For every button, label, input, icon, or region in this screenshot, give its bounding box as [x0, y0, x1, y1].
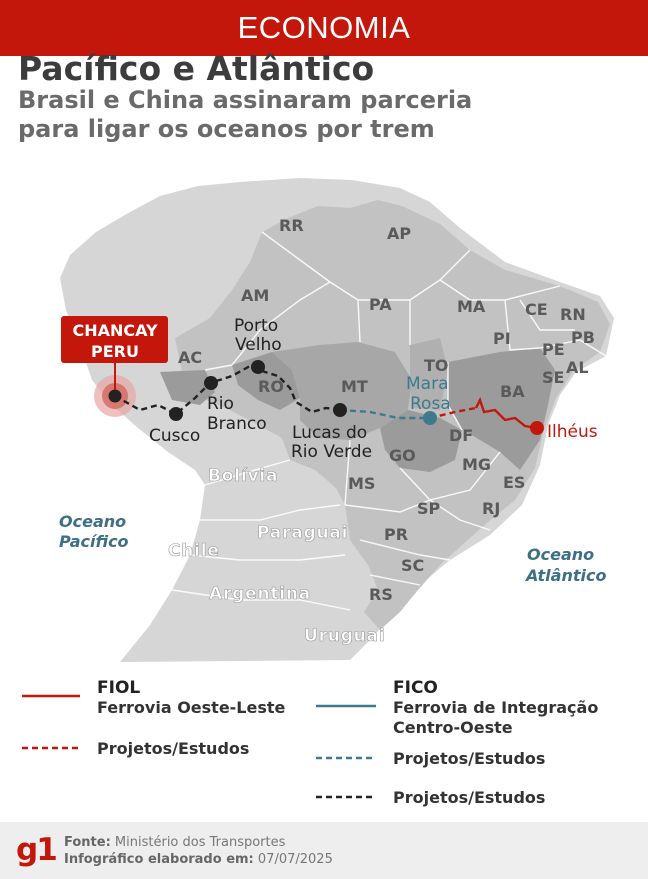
- route-fico-projects: [339, 408, 428, 420]
- route-fiol-projects: [429, 406, 477, 420]
- legend-fiol-sub: Ferrovia Oeste-Leste: [97, 698, 286, 717]
- page-subtitle: Brasil e China assinaram parceria para l…: [18, 86, 472, 144]
- footer-credits: Fonte: Ministério dos Transportes Infogr…: [64, 834, 333, 868]
- city-label-ilheus: Ilhéus: [547, 422, 598, 442]
- route-fiol: [474, 396, 538, 430]
- ocean-label-atlantic-1: Oceano: [527, 545, 594, 564]
- city-label-porto-velho-1: Porto: [234, 316, 278, 336]
- state-label: BA: [500, 382, 525, 401]
- state-label: AM: [241, 286, 269, 305]
- legend-fico-sub1: Ferrovia de Integração: [393, 698, 599, 717]
- date-value: 07/07/2025: [257, 852, 333, 867]
- state-label: GO: [389, 446, 416, 465]
- state-label: RO: [258, 377, 284, 396]
- state-label: PB: [571, 328, 595, 347]
- chancay-label: CHANCAY: [72, 321, 158, 340]
- state-label: CE: [525, 300, 548, 319]
- route-projects-black: [114, 364, 341, 416]
- subtitle-line: Brasil e China assinaram parceria: [18, 86, 473, 114]
- state-label: SE: [542, 368, 564, 387]
- state-label: MG: [462, 455, 491, 474]
- legend-fiol-title: FIOL: [97, 678, 141, 698]
- country-label: Uruguai: [304, 626, 385, 646]
- highlight-rondonia: [232, 352, 300, 410]
- state-label: AL: [566, 358, 589, 377]
- state-label: RN: [560, 305, 586, 324]
- state-label: AC: [178, 348, 202, 367]
- state-label: MS: [348, 474, 375, 493]
- source-value: Ministério dos Transportes: [114, 835, 286, 850]
- state-borders: [171, 231, 607, 611]
- city-marker-cusco: [169, 407, 183, 421]
- highlight-goias: [380, 410, 462, 472]
- ocean-label-pacific-1: Oceano: [59, 512, 126, 531]
- city-label-porto-velho-2: Velho: [235, 335, 282, 355]
- date-label: Infográfico elaborado em:: [64, 852, 254, 867]
- highlight-tocantins: [410, 338, 448, 410]
- source-label: Fonte:: [64, 835, 111, 850]
- state-label: SP: [417, 499, 441, 518]
- ocean-label-pacific-2: Pacífico: [59, 532, 129, 551]
- section-label: ECONOMIA: [237, 10, 411, 45]
- city-marker-mara-rosa: [423, 411, 437, 425]
- page-title: Pacífico e Atlântico: [18, 49, 375, 88]
- city-marker-porto-velho: [251, 360, 265, 374]
- state-label: PR: [384, 525, 408, 544]
- city-label-mara-rosa-2: Rosa: [410, 394, 451, 414]
- country-labels: Bolívia Paraguai Chile Argentina Uruguai: [168, 466, 385, 647]
- state-label: ES: [503, 473, 525, 492]
- city-marker-lucas-do-rio-verde: [333, 403, 347, 417]
- g1-logo: g1: [16, 832, 58, 868]
- city-label-mara-rosa-1: Mara: [406, 374, 449, 394]
- state-label: MA: [457, 297, 486, 316]
- section-banner: ECONOMIA: [0, 0, 648, 56]
- state-label: RS: [369, 585, 393, 604]
- legend-fico-title: FICO: [393, 678, 438, 698]
- state-label: PA: [369, 295, 392, 314]
- legend-other-projects: Projetos/Estudos: [393, 788, 545, 808]
- state-label: RJ: [482, 499, 500, 518]
- highlight-bahia: [448, 348, 555, 470]
- legend-other-projects-label: Projetos/Estudos: [393, 788, 546, 807]
- legend-fiol-projects: Projetos/Estudos: [97, 739, 249, 759]
- peru-label: PERU: [91, 342, 139, 361]
- highlight-acre: [160, 370, 215, 405]
- country-label: Paraguai: [257, 523, 348, 543]
- ocean-labels: Oceano Pacífico Oceano Atlântico: [59, 512, 606, 585]
- footer: [0, 822, 648, 879]
- city-marker-chancay: [108, 389, 122, 403]
- city-label-rio-branco-2: Branco: [207, 414, 267, 434]
- city-label-lucas-1: Lucas do: [292, 423, 367, 443]
- city-marker-rio-branco: [204, 376, 218, 390]
- country-label: Chile: [168, 541, 220, 561]
- city-marker-ilheus: [530, 421, 544, 435]
- city-labels: Cusco Rio Branco Porto Velho Lucas do Ri…: [149, 316, 598, 462]
- legend-fico-projects-label: Projetos/Estudos: [393, 749, 546, 768]
- highlight-mato-grosso: [272, 342, 412, 440]
- country-label: Argentina: [209, 584, 311, 604]
- legend-fiol-projects-label: Projetos/Estudos: [97, 739, 250, 758]
- state-label: PE: [542, 340, 565, 359]
- subtitle-line: para ligar os oceanos por trem: [18, 115, 435, 143]
- city-label-lucas-2: Rio Verde: [291, 442, 372, 462]
- chancay-callout: [61, 316, 168, 363]
- city-label-cusco: Cusco: [149, 426, 200, 446]
- state-label: TO: [424, 356, 449, 375]
- country-label: Bolívia: [208, 466, 278, 486]
- legend-fico-projects: Projetos/Estudos: [393, 749, 545, 769]
- legend-fico-sub2: Centro-Oeste: [393, 718, 513, 737]
- state-label: SC: [401, 556, 424, 575]
- state-label: RR: [279, 216, 304, 235]
- ocean-label-atlantic-2: Atlântico: [524, 566, 606, 585]
- state-label: DF: [449, 426, 473, 445]
- state-label: MT: [341, 377, 368, 396]
- state-label: PI: [493, 329, 511, 348]
- state-labels: RR AP AM PA MA CE RN PB PI PE AL SE AC R…: [178, 216, 595, 604]
- legend-fico: FICO Ferrovia de Integração Centro-Oeste: [393, 678, 598, 738]
- state-label: AP: [387, 224, 411, 243]
- city-label-rio-branco-1: Rio: [207, 394, 234, 414]
- legend-fiol: FIOL Ferrovia Oeste-Leste: [97, 678, 285, 718]
